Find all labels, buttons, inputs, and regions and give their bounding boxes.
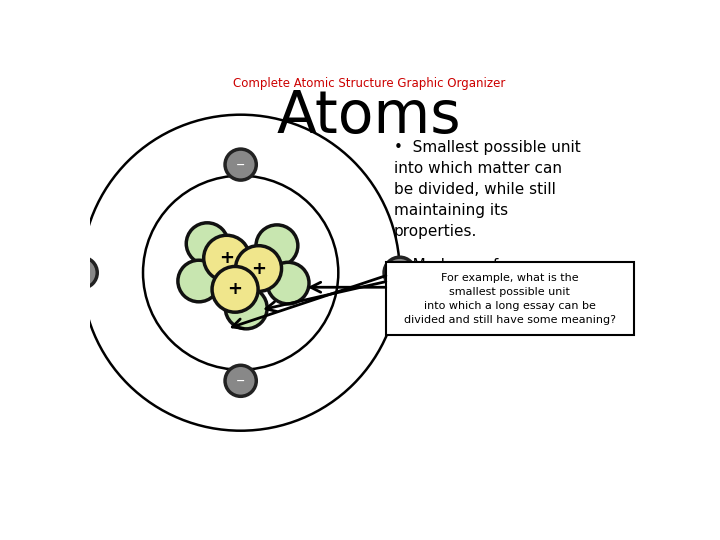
Text: Complete Atomic Structure Graphic Organizer: Complete Atomic Structure Graphic Organi… [233,77,505,90]
Ellipse shape [66,257,97,288]
Ellipse shape [267,262,309,304]
Text: −: − [77,268,86,278]
Text: For example, what is the
smallest possible unit
into which a long essay can be
d: For example, what is the smallest possib… [404,273,616,325]
Text: •  Made up of:: • Made up of: [394,258,503,273]
Ellipse shape [225,365,256,396]
Ellipse shape [212,266,258,312]
Ellipse shape [225,149,256,180]
Text: +: + [251,260,266,278]
Ellipse shape [178,260,220,302]
Text: −: − [236,160,246,170]
Text: +: + [219,249,234,267]
Ellipse shape [214,248,256,289]
Ellipse shape [186,223,228,265]
Ellipse shape [204,235,250,281]
Text: −: − [395,268,405,278]
Ellipse shape [225,287,267,329]
Text: •  Smallest possible unit
into which matter can
be divided, while still
maintain: • Smallest possible unit into which matt… [394,140,581,239]
FancyBboxPatch shape [386,262,634,335]
Ellipse shape [256,225,298,266]
Text: −: − [236,376,246,386]
Ellipse shape [235,246,282,292]
Text: Atoms: Atoms [276,88,462,145]
Ellipse shape [384,257,415,288]
Text: +: + [228,280,243,298]
